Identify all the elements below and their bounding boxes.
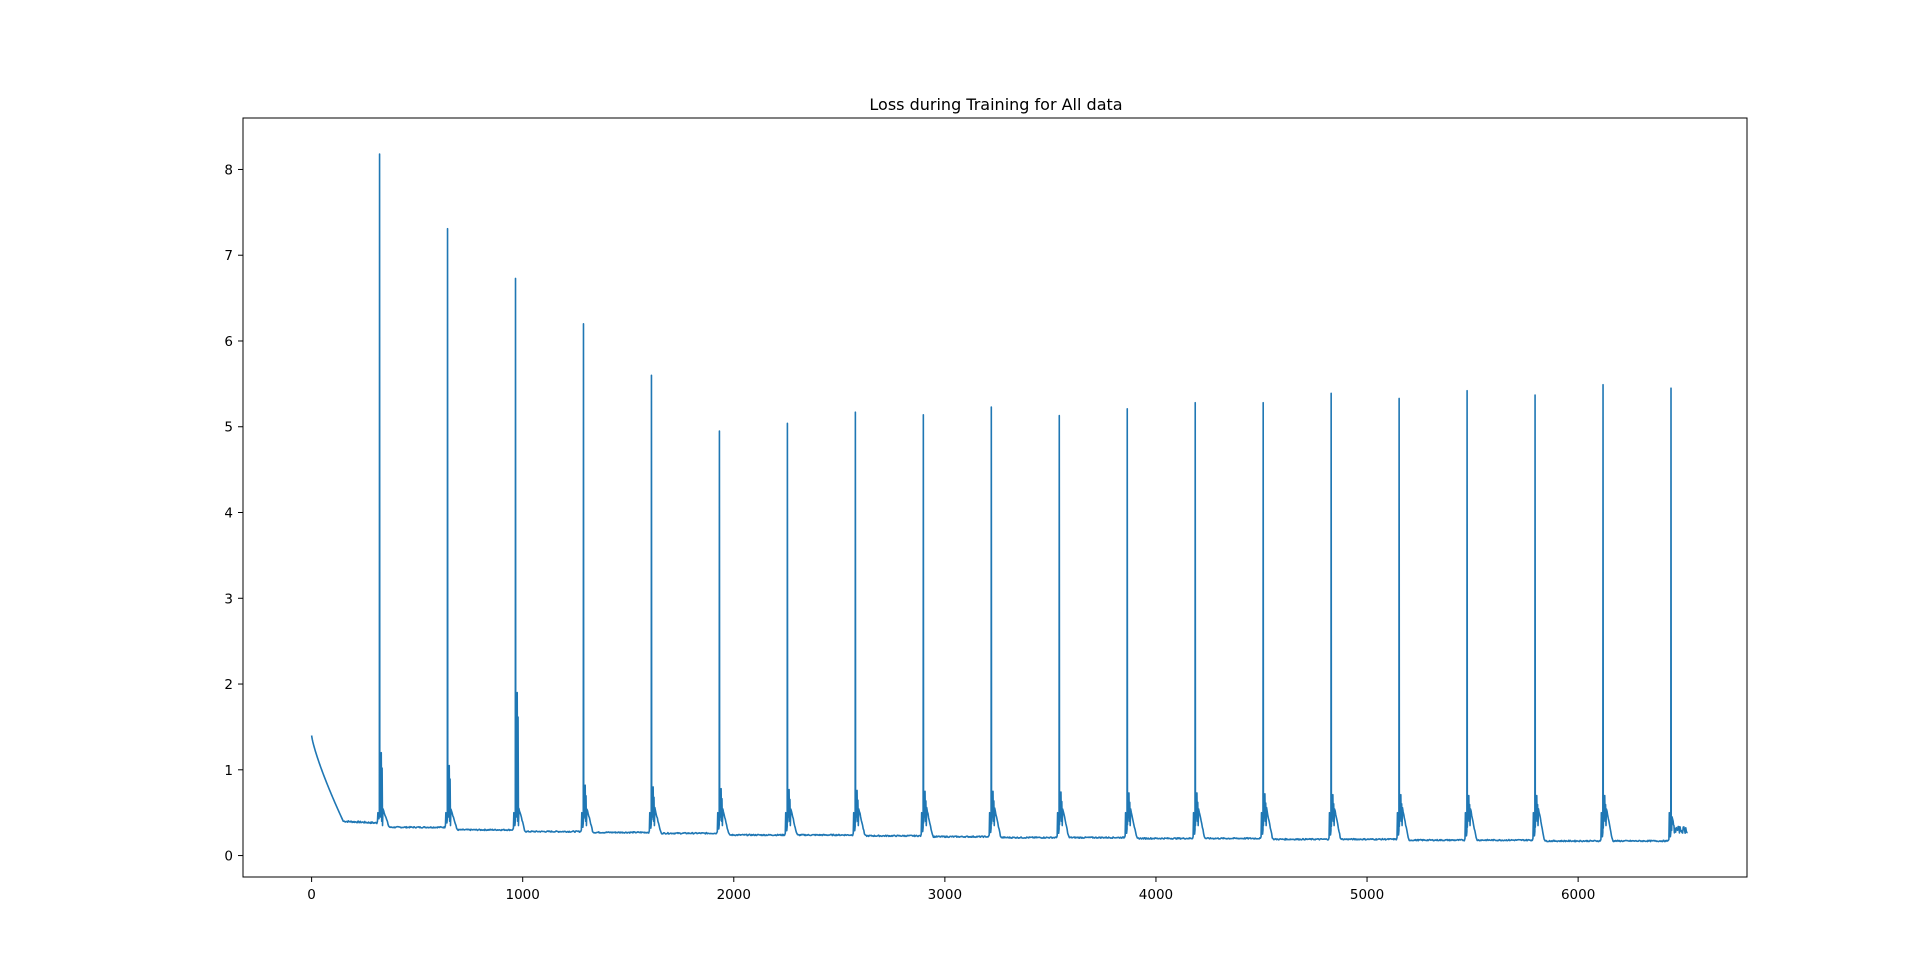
y-tick-label: 0 [224,849,233,865]
x-tick-label: 5000 [1350,887,1384,903]
y-tick-label: 8 [224,162,233,178]
x-tick-label: 6000 [1561,887,1595,903]
y-tick-label: 6 [224,334,233,350]
y-tick-label: 4 [224,506,233,522]
y-axis: 0 1 2 3 4 5 6 7 8 [224,162,243,865]
chart-title: Loss during Training for All data [869,95,1122,114]
plot-area-frame [242,117,1748,878]
y-tick-label: 1 [224,763,233,779]
x-tick-label: 2000 [717,887,751,903]
x-tick-label: 1000 [506,887,540,903]
x-tick-label: 4000 [1139,887,1173,903]
x-tick-label: 0 [307,887,316,903]
y-tick-label: 3 [224,591,233,607]
loss-series-line [310,153,1688,843]
y-tick-label: 7 [224,248,233,264]
y-tick-label: 5 [224,420,233,436]
y-tick-label: 2 [224,677,233,693]
x-tick-label: 3000 [928,887,962,903]
x-axis: 0 1000 2000 3000 4000 5000 6000 [307,877,1595,903]
